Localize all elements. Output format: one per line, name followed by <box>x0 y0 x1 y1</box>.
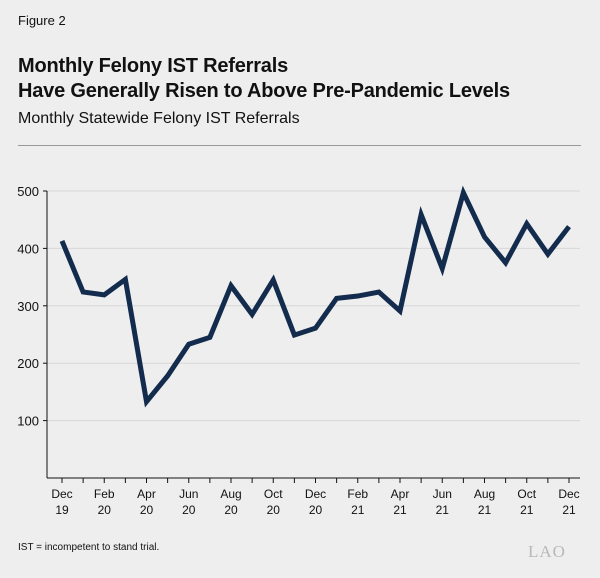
y-tick-label: 200 <box>17 356 39 371</box>
y-tick-label: 300 <box>17 299 39 314</box>
data-line <box>59 185 571 408</box>
x-tick-label: Jun <box>179 487 198 501</box>
y-tick-label: 100 <box>17 414 39 429</box>
x-tick-label: 20 <box>182 503 196 517</box>
title-line-2: Have Generally Risen to Above Pre-Pandem… <box>18 80 510 102</box>
lao-logo: LAO <box>528 542 566 561</box>
x-tick-label: Dec <box>558 487 579 501</box>
x-tick-label: Dec <box>305 487 326 501</box>
x-tick-label: 21 <box>436 503 450 517</box>
x-tick-label: 21 <box>478 503 492 517</box>
x-tick-label: 20 <box>224 503 238 517</box>
x-tick-label: Apr <box>137 487 156 501</box>
y-tick-label: 500 <box>17 184 39 199</box>
x-tick-label: Oct <box>264 487 283 501</box>
y-tick-label: 400 <box>17 241 39 256</box>
x-tick-label: 21 <box>393 503 407 517</box>
title-line-1: Monthly Felony IST Referrals <box>18 55 289 77</box>
x-tick-label: Feb <box>94 487 115 501</box>
x-tick-label: Aug <box>220 487 241 501</box>
x-tick-label: 21 <box>520 503 534 517</box>
chart-title: Monthly Felony IST Referrals Have Genera… <box>18 54 510 104</box>
x-tick-label: Jun <box>433 487 452 501</box>
footnote: IST = incompetent to stand trial. <box>18 542 160 553</box>
x-tick-label: 20 <box>309 503 323 517</box>
x-tick-label: 21 <box>351 503 365 517</box>
x-tick-label: 20 <box>140 503 154 517</box>
figure-label: Figure 2 <box>18 13 66 28</box>
divider <box>18 145 581 146</box>
x-tick-label: 19 <box>55 503 69 517</box>
chart-subtitle: Monthly Statewide Felony IST Referrals <box>18 110 300 127</box>
x-tick-label: 20 <box>98 503 112 517</box>
x-tick-label: Dec <box>51 487 72 501</box>
x-tick-label: Apr <box>391 487 410 501</box>
x-tick-label: 21 <box>562 503 576 517</box>
x-tick-label: Aug <box>474 487 495 501</box>
x-tick-label: 20 <box>267 503 281 517</box>
x-tick-label: Oct <box>517 487 536 501</box>
x-tick-label: Feb <box>347 487 368 501</box>
